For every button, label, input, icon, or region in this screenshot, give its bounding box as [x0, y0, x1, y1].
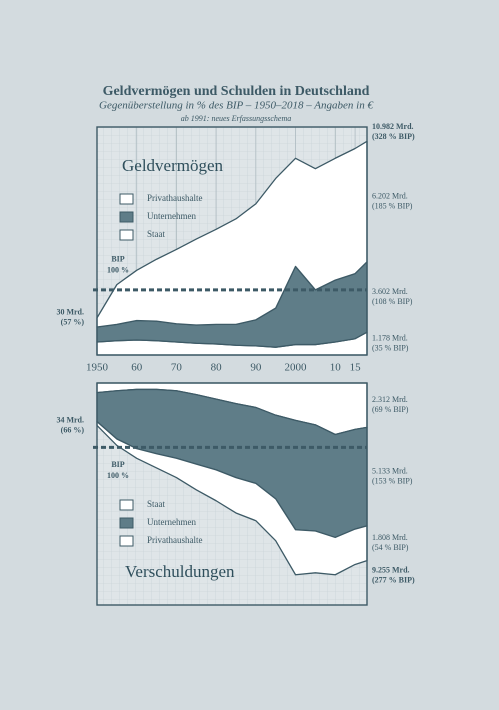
start-label: (66 %)	[61, 425, 85, 434]
end-label: 5.133 Mrd.	[372, 466, 408, 475]
x-tick-label: 90	[250, 362, 262, 374]
page-subtitle: Gegenüberstellung in % des BIP – 1950–20…	[99, 100, 373, 112]
x-tick-label: 15	[350, 362, 362, 374]
end-label: 1.808 Mrd.	[372, 533, 408, 542]
legend-swatch	[119, 499, 134, 511]
end-label: (108 % BIP)	[372, 297, 413, 306]
x-tick-label: 10	[330, 362, 342, 374]
legend-label: Staat	[147, 499, 165, 509]
plot-frame	[96, 382, 368, 606]
end-label: (54 % BIP)	[372, 543, 409, 552]
legend-swatch	[119, 193, 134, 205]
legend-label: Unternehmen	[147, 211, 196, 221]
start-label: 30 Mrd.	[56, 308, 84, 317]
start-label: (57 %)	[61, 318, 85, 327]
legend-label: Privathaushalte	[147, 193, 203, 203]
end-label: (153 % BIP)	[372, 476, 413, 485]
end-label: (35 % BIP)	[372, 343, 409, 352]
reference-label: 100 %	[107, 471, 129, 480]
legend-swatch	[119, 517, 134, 529]
chart-title: Verschuldungen	[125, 562, 235, 581]
total-label: (277 % BIP)	[372, 575, 415, 584]
end-label: (185 % BIP)	[372, 201, 413, 210]
plot-frame	[96, 126, 368, 356]
total-label: (328 % BIP)	[372, 132, 415, 141]
end-label: 3.602 Mrd.	[372, 287, 408, 296]
legend-label: Privathaushalte	[147, 535, 203, 545]
x-tick-label: 1950	[86, 362, 109, 374]
legend-swatch	[119, 211, 134, 223]
legend-label: Staat	[147, 229, 165, 239]
chart-title: Geldvermögen	[122, 156, 224, 175]
reference-label: BIP	[111, 255, 124, 264]
start-label: 34 Mrd.	[56, 415, 84, 424]
legend-swatch	[119, 229, 134, 241]
total-label: 9.255 Mrd.	[372, 565, 410, 574]
end-label: 2.312 Mrd.	[372, 395, 408, 404]
total-label: 10.982 Mrd.	[372, 122, 414, 131]
x-tick-label: 70	[171, 362, 183, 374]
x-tick-label: 60	[131, 362, 143, 374]
end-label: 1.178 Mrd.	[372, 333, 408, 342]
end-label: (69 % BIP)	[372, 405, 409, 414]
legend-swatch	[119, 535, 134, 547]
page-note: ab 1991: neues Erfassungsschema	[181, 114, 291, 123]
legend-label: Unternehmen	[147, 517, 196, 527]
reference-label: BIP	[111, 460, 124, 469]
page-title: Geldvermögen und Schulden in Deutschland	[103, 84, 370, 99]
end-label: 6.202 Mrd.	[372, 191, 408, 200]
x-tick-label: 2000	[285, 362, 308, 374]
x-tick-label: 80	[211, 362, 223, 374]
reference-label: 100 %	[107, 266, 129, 275]
